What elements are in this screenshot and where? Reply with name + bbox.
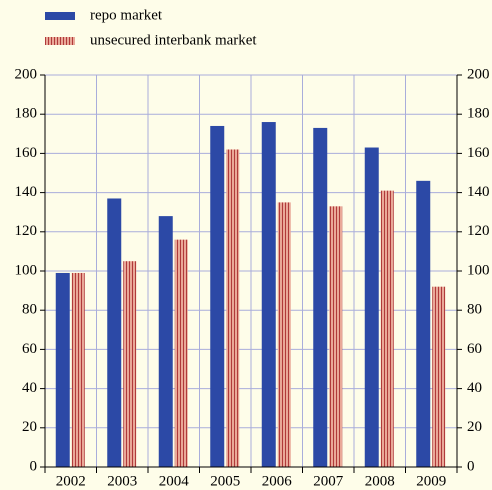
bar [71,272,85,467]
y2-tick-label: 160 [467,145,490,161]
bar [158,216,173,467]
x-tick-label: 2002 [56,473,86,489]
y-tick-label: 200 [15,66,38,82]
bar [174,239,188,467]
legend-label: unsecured interbank market [90,32,257,48]
y2-tick-label: 60 [467,341,482,357]
y2-tick-label: 120 [467,223,490,239]
y2-tick-label: 180 [467,106,490,122]
x-tick-label: 2005 [210,473,240,489]
bar [364,147,379,467]
y2-tick-label: 20 [467,419,482,435]
bar [277,202,291,467]
y-tick-label: 60 [22,341,37,357]
y2-tick-label: 100 [467,262,490,278]
bar [416,180,431,467]
y-tick-label: 80 [22,302,37,318]
bar [107,198,122,468]
bar [329,206,343,467]
y-tick-label: 100 [15,262,38,278]
y-tick-label: 20 [22,419,37,435]
bar [313,127,328,468]
bar [380,190,394,467]
x-tick-label: 2004 [159,473,190,489]
y2-tick-label: 200 [467,66,490,82]
bar [55,272,70,467]
x-tick-label: 2003 [107,473,137,489]
x-tick-label: 2007 [313,473,344,489]
bar [210,125,225,468]
legend-swatch [45,12,75,20]
legend-label: repo market [90,7,163,23]
x-tick-label: 2006 [262,473,293,489]
y-tick-label: 40 [22,380,37,396]
y-tick-label: 120 [15,223,38,239]
x-tick-label: 2009 [416,473,446,489]
bar [261,122,276,467]
bar [432,286,446,467]
bar [226,149,240,468]
y-tick-label: 160 [15,145,38,161]
bar [123,261,137,467]
y-tick-label: 180 [15,106,38,122]
legend-swatch [45,37,75,45]
y2-tick-label: 140 [467,184,490,200]
y-tick-label: 140 [15,184,38,200]
x-tick-label: 2008 [365,473,395,489]
y-tick-label: 0 [30,458,38,474]
y2-tick-label: 0 [467,458,475,474]
y2-tick-label: 80 [467,302,482,318]
y2-tick-label: 40 [467,380,482,396]
